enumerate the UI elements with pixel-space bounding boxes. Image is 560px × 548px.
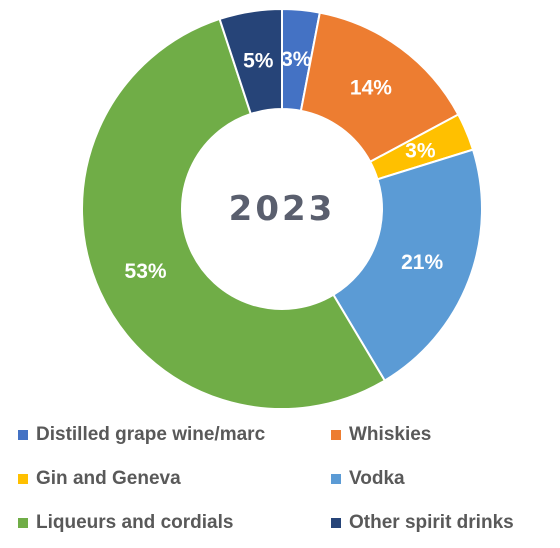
legend-item-other-spirit-drinks: Other spirit drinks: [331, 512, 514, 534]
slice-value-label: 5%: [243, 49, 274, 72]
legend-swatch: [331, 518, 341, 528]
donut-chart: 3% 14% 3% 21% 53% 5% 2023: [81, 7, 483, 410]
legend-label: Vodka: [349, 468, 405, 489]
legend-label: Liqueurs and cordials: [36, 512, 234, 533]
slice-labels: 3% 14% 3% 21% 53% 5%: [125, 48, 444, 283]
legend-swatch: [18, 474, 28, 484]
donut-slice-5: [218, 7, 283, 116]
legend-swatch: [331, 430, 341, 440]
slice-value-label: 3%: [281, 48, 312, 71]
donut-slice-3: [331, 148, 483, 382]
slice-value-label: 14%: [350, 77, 392, 100]
legend-label: Other spirit drinks: [349, 512, 514, 533]
legend-swatch: [331, 474, 341, 484]
legend-swatch: [18, 518, 28, 528]
legend-label: Gin and Geneva: [36, 468, 181, 489]
center-year-label: 2023: [229, 189, 336, 229]
slice-value-label: 3%: [405, 140, 436, 163]
legend-swatch: [18, 430, 28, 440]
legend-item-whiskies: Whiskies: [331, 424, 431, 446]
slice-value-label: 53%: [125, 260, 167, 283]
legend-item-vodka: Vodka: [331, 468, 405, 490]
slice-value-label: 21%: [401, 251, 443, 274]
legend-item-gin-and-geneva: Gin and Geneva: [18, 468, 181, 490]
legend-label: Distilled grape wine/marc: [36, 424, 266, 445]
donut-slice-1: [299, 11, 460, 164]
legend-label: Whiskies: [349, 424, 432, 445]
donut-slice-4: [81, 17, 387, 410]
donut-slices: [81, 7, 483, 410]
legend-item-distilled-grape-wine: Distilled grape wine/marc: [18, 424, 265, 446]
legend-item-liqueurs-and-cordials: Liqueurs and cordials: [18, 512, 233, 534]
